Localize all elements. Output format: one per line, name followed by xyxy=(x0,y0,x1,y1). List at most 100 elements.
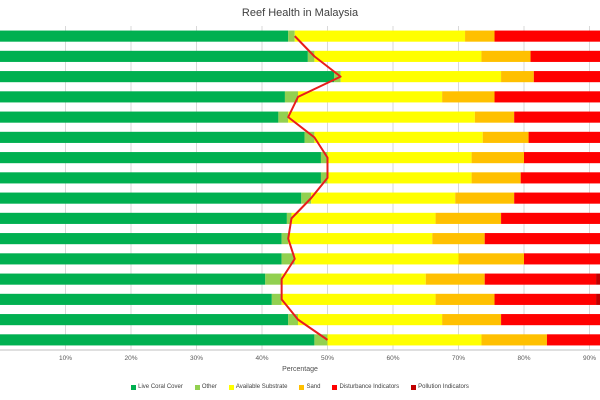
bar-segment xyxy=(320,172,328,184)
bar-segment xyxy=(0,111,279,123)
bar-segments xyxy=(0,30,600,346)
bar-segment xyxy=(0,293,272,305)
bar-segment xyxy=(520,172,600,184)
x-tick-label: 70% xyxy=(452,355,465,362)
bar-segment xyxy=(314,50,482,62)
legend-item: Pollution Indicators xyxy=(411,384,469,390)
bar-segment xyxy=(0,50,308,62)
bar-segment xyxy=(271,293,282,305)
legend-swatch xyxy=(411,384,417,390)
x-axis-title: Percentage xyxy=(282,366,318,373)
bar-segment xyxy=(458,253,524,265)
bar-segment xyxy=(304,131,315,143)
bar-segment xyxy=(514,192,600,204)
legend-swatch xyxy=(194,384,200,390)
bar-segment xyxy=(494,30,600,42)
bar-segment xyxy=(533,71,600,83)
bar-segment xyxy=(514,111,600,123)
bar-segment xyxy=(0,71,335,83)
bar-segment xyxy=(596,273,600,285)
bar-segment xyxy=(494,91,600,103)
x-tick-label: 40% xyxy=(255,355,268,362)
chart-title: Reef Health in Malaysia xyxy=(241,7,359,19)
bar-segment xyxy=(481,50,531,62)
bar-segment xyxy=(281,253,295,265)
bar-segment xyxy=(432,233,485,245)
legend-swatch xyxy=(131,384,137,390)
bar-segment xyxy=(471,152,524,164)
bar-segment xyxy=(484,233,600,245)
trend-line xyxy=(280,35,342,341)
legend-label: Disturbance Indicators xyxy=(339,384,400,390)
bar-segment xyxy=(314,334,328,346)
bar-segment xyxy=(294,253,459,265)
legend-label: Pollution Indicators xyxy=(418,384,469,390)
bar-segment xyxy=(301,192,312,204)
bar-segment xyxy=(435,293,495,305)
bar-segment xyxy=(294,30,466,42)
bar-segment xyxy=(286,212,292,224)
bar-segment xyxy=(484,273,597,285)
bar-segment xyxy=(482,131,529,143)
legend-label: Available Substrate xyxy=(235,384,288,390)
bar-segment xyxy=(546,334,600,346)
bar-segment xyxy=(288,111,475,123)
bar-segment xyxy=(281,233,289,245)
bar-segment xyxy=(455,192,515,204)
bar-segment xyxy=(481,334,547,346)
x-tick-label: 90% xyxy=(583,355,596,362)
bar-segment xyxy=(281,273,426,285)
bar-segment xyxy=(435,212,502,224)
bar-segment xyxy=(265,273,282,285)
legend-swatch xyxy=(332,384,338,390)
bar-segment xyxy=(0,233,282,245)
bar-segment xyxy=(327,334,482,346)
bar-segment xyxy=(284,91,299,103)
bar-segment xyxy=(465,30,495,42)
bar-segment xyxy=(442,314,502,326)
bar-segment xyxy=(0,253,282,265)
bar-segment xyxy=(0,172,321,184)
bar-segment xyxy=(291,212,436,224)
bar-segment xyxy=(501,212,600,224)
bar-segment xyxy=(320,152,328,164)
legend-swatch xyxy=(299,384,305,390)
bar-segment xyxy=(298,91,443,103)
bar-segment xyxy=(327,152,472,164)
bar-segment xyxy=(494,293,597,305)
bar-segment xyxy=(596,293,600,305)
bar-segment xyxy=(340,71,502,83)
x-tick-label: 50% xyxy=(321,355,334,362)
bar-segment xyxy=(278,111,289,123)
legend-item: Available Substrate xyxy=(228,384,288,390)
bar-segment xyxy=(281,293,436,305)
bar-segment xyxy=(0,334,315,346)
legend-item: Disturbance Indicators xyxy=(332,384,399,390)
bar-segment xyxy=(314,131,483,143)
bar-segment xyxy=(530,50,600,62)
bar-segment xyxy=(471,172,521,184)
bar-segment xyxy=(501,71,534,83)
x-tick-label: 60% xyxy=(386,355,399,362)
legend: Live Coral Cover Other Available Substrate… xyxy=(0,384,600,390)
bar-segment xyxy=(0,192,302,204)
bar-segment xyxy=(501,314,600,326)
x-tick-label: 30% xyxy=(190,355,203,362)
legend-item: Live Coral Cover xyxy=(131,384,183,390)
legend-label: Live Coral Cover xyxy=(138,384,183,390)
legend-label: Sand xyxy=(306,384,321,390)
x-tick-label: 10% xyxy=(59,355,72,362)
bar-segment xyxy=(0,131,305,143)
bar-segment xyxy=(288,233,433,245)
bar-segment xyxy=(311,192,456,204)
bar-segment xyxy=(442,91,495,103)
bar-segment xyxy=(474,111,515,123)
legend-swatch xyxy=(228,384,234,390)
bar-segment xyxy=(524,152,600,164)
bar-segment xyxy=(327,172,472,184)
bar-segment xyxy=(307,50,315,62)
legend-item: Sand xyxy=(299,384,320,390)
legend-item: Other xyxy=(194,384,217,390)
bar-segment xyxy=(0,91,285,103)
